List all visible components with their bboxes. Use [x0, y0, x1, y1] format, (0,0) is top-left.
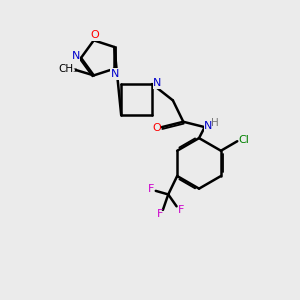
Text: N: N — [110, 69, 119, 79]
Text: N: N — [153, 78, 162, 88]
Text: F: F — [157, 209, 163, 219]
Text: F: F — [178, 205, 184, 215]
Text: Cl: Cl — [238, 135, 249, 145]
Text: F: F — [148, 184, 154, 194]
Text: CH₃: CH₃ — [58, 64, 77, 74]
Text: O: O — [90, 30, 99, 40]
Text: N: N — [204, 121, 213, 131]
Text: O: O — [152, 123, 161, 133]
Text: N: N — [71, 51, 80, 62]
Text: H: H — [211, 118, 219, 128]
